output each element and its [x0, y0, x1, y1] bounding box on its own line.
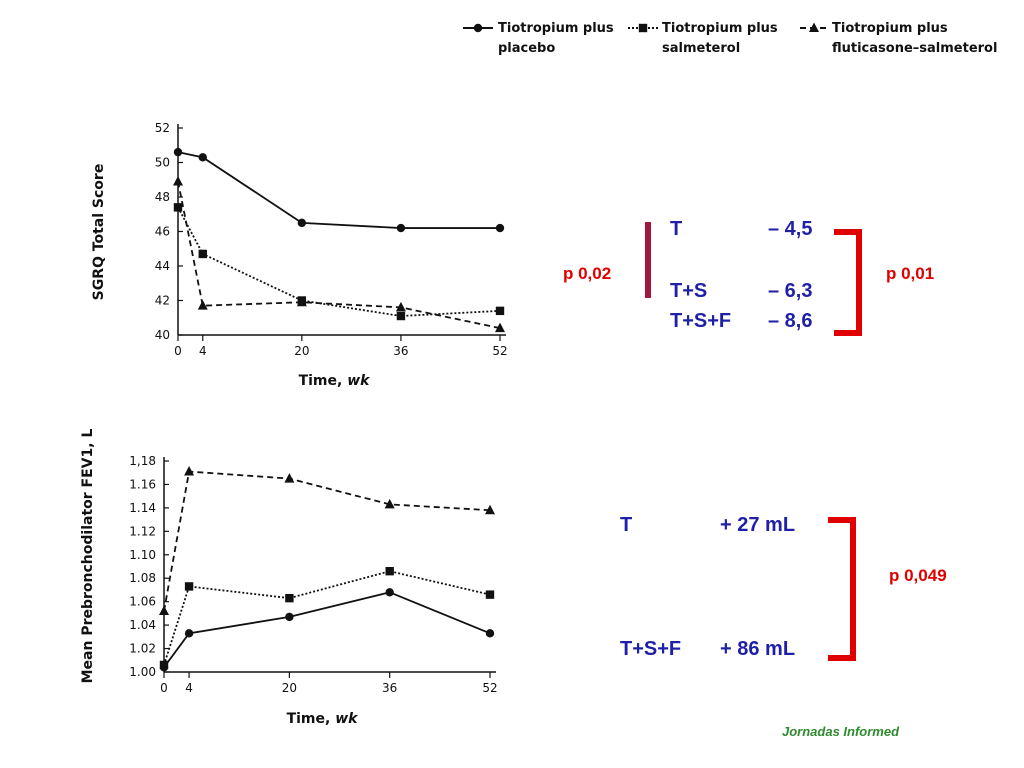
sgrq-y-tick-label: 52 — [155, 121, 170, 135]
sgrq-y-axis-label: SGRQ Total Score — [91, 164, 107, 301]
fev1-right-bracket — [828, 517, 856, 661]
fev1-series-3-point — [159, 605, 169, 616]
sgrq-x-tick-label: 20 — [294, 344, 309, 358]
legend-label-3-line2: fluticasone–salmeterol — [832, 41, 997, 56]
fev1-series-2-point — [159, 660, 169, 670]
fev1-series-1-point — [285, 612, 294, 622]
sgrq-series-1-line — [177, 151, 500, 229]
sgrq-x-tick-label: 36 — [393, 344, 408, 358]
sgrq-t-value: – 4,5 — [768, 218, 813, 240]
legend-label-2-line2: salmeterol — [662, 41, 740, 56]
fev1-t-label: T — [620, 514, 633, 536]
fev1-p-right: p 0,049 — [889, 566, 947, 585]
legend-marker-2 — [638, 23, 648, 33]
fev1-series-3-point — [284, 473, 295, 483]
footer-credit: Jornadas Informed — [782, 724, 900, 739]
sgrq-x-tick-label: 52 — [492, 344, 507, 358]
sgrq-series-3-point — [395, 301, 406, 312]
fev1-y-tick-label: 1.16 — [129, 477, 156, 491]
legend-label-1-line2: placebo — [498, 41, 555, 56]
fev1-series-3-point — [485, 504, 495, 515]
fev1-series-1-point — [485, 629, 495, 638]
fev1-series-2-line — [163, 570, 491, 666]
sgrq-t-label: T — [670, 218, 683, 240]
sgrq-y-tick-label: 42 — [155, 294, 170, 308]
fev1-tsf-label: T+S+F — [620, 638, 682, 660]
sgrq-series-2-point — [396, 311, 406, 321]
fev1-y-tick-label: 1,18 — [129, 454, 156, 468]
fev1-y-tick-label: 1.08 — [129, 571, 156, 585]
sgrq-p-right: p 0,01 — [886, 264, 935, 283]
sgrq-series-3-point — [173, 175, 183, 186]
fev1-tsf-value: + 86 mL — [720, 638, 796, 660]
fev1-series-2-point — [184, 582, 194, 591]
fev1-x-tick-label: 20 — [282, 681, 297, 695]
sgrq-x-axis-label: Time, wk — [299, 373, 372, 389]
fev1-series-2-point — [285, 593, 294, 603]
fev1-series-3-line — [163, 470, 491, 612]
fev1-y-tick-label: 1.12 — [129, 524, 156, 538]
fev1-series-2-point — [485, 590, 495, 599]
sgrq-series-1-point — [198, 153, 207, 162]
fev1-y-tick-label: 1.06 — [129, 595, 156, 609]
fev1-series-1-point — [385, 588, 394, 597]
fev1-x-tick-label: 36 — [382, 681, 397, 695]
fev1-y-tick-label: 1.14 — [129, 501, 156, 515]
sgrq-series-1-point — [495, 223, 505, 233]
fev1-x-tick-label: 0 — [160, 681, 168, 695]
sgrq-tsf-value: – 8,6 — [768, 310, 813, 332]
legend-marker-1 — [473, 23, 483, 33]
sgrq-series-3-point — [197, 300, 208, 310]
legend-marker-3 — [809, 22, 819, 32]
fev1-series-3-point — [184, 466, 195, 476]
fev1-series-1-line — [163, 591, 491, 668]
sgrq-series-3-point — [495, 322, 505, 333]
fev1-y-tick-label: 1.00 — [129, 665, 156, 679]
sgrq-ts-label: T+S — [670, 280, 708, 302]
sgrq-tsf-label: T+S+F — [670, 310, 732, 332]
fev1-x-tick-label: 52 — [482, 681, 497, 695]
sgrq-y-tick-label: 44 — [155, 259, 170, 273]
sgrq-y-tick-label: 46 — [155, 225, 170, 239]
fev1-series-2-point — [385, 566, 394, 576]
sgrq-x-tick-label: 0 — [174, 344, 182, 358]
sgrq-ts-value: – 6,3 — [768, 280, 813, 302]
sgrq-series-2-point — [198, 249, 207, 259]
legend-label-1-line1: Tiotropium plus — [498, 21, 614, 36]
sgrq-series-2-point — [173, 203, 183, 212]
fev1-t-value: + 27 mL — [720, 514, 796, 536]
sgrq-y-tick-label: 40 — [155, 328, 170, 342]
sgrq-right-bracket — [834, 229, 862, 336]
fev1-y-axis-label: Mean Prebronchodilator FEV1, L — [80, 429, 96, 684]
fev1-y-tick-label: 1.10 — [129, 548, 156, 562]
sgrq-series-2-point — [495, 306, 505, 316]
sgrq-series-3-line — [177, 181, 501, 329]
legend-label-2-line1: Tiotropium plus — [662, 21, 778, 36]
fev1-x-axis-label: Time, wk — [287, 711, 360, 727]
sgrq-x-tick-label: 4 — [199, 344, 207, 358]
sgrq-series-1-point — [297, 218, 307, 228]
sgrq-left-bar — [645, 222, 651, 298]
sgrq-series-1-point — [173, 147, 183, 157]
fev1-series-3-point — [384, 498, 395, 509]
fev1-y-tick-label: 1.04 — [129, 618, 156, 632]
legend-label-3-line1: Tiotropium plus — [832, 21, 948, 36]
fev1-series-1-point — [184, 629, 194, 638]
fev1-x-tick-label: 4 — [185, 681, 193, 695]
sgrq-p-left: p 0,02 — [563, 264, 612, 283]
fev1-y-tick-label: 1.02 — [129, 642, 156, 656]
sgrq-y-tick-label: 50 — [155, 156, 170, 170]
sgrq-series-3-point — [296, 296, 307, 307]
sgrq-y-tick-label: 48 — [155, 190, 170, 204]
sgrq-series-1-point — [396, 223, 406, 233]
sgrq-series-2-line — [177, 206, 501, 317]
